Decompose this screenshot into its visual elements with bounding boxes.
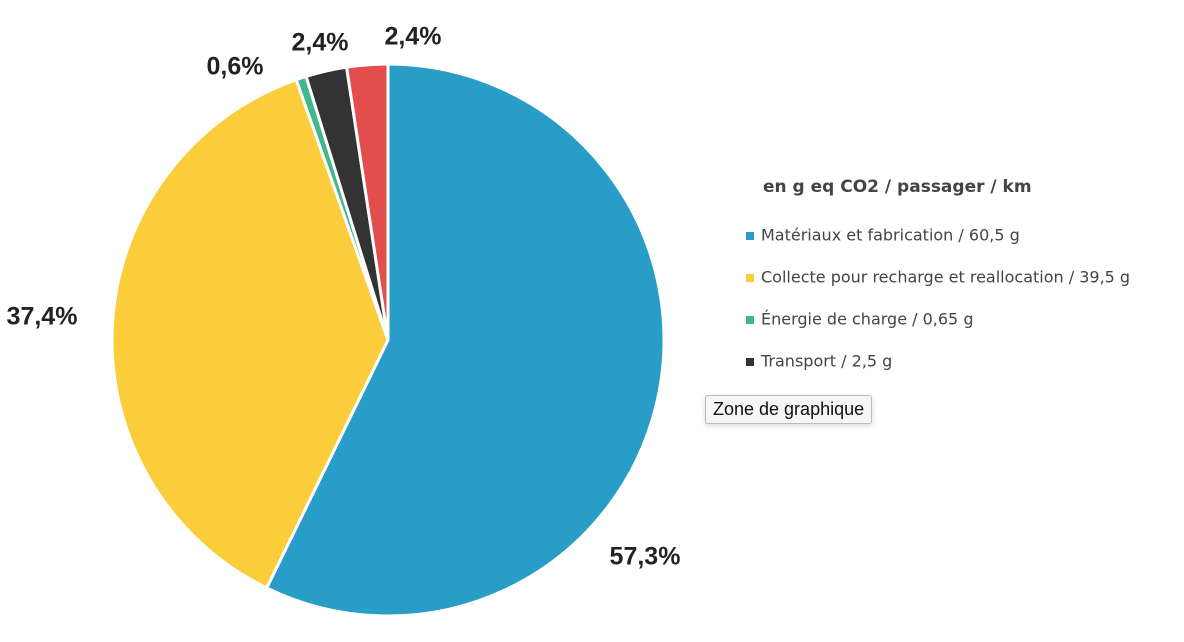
value-label: 0,6% (207, 53, 264, 81)
value-label: 37,4% (7, 303, 78, 331)
legend-label: Énergie de charge / 0,65 g (761, 310, 973, 329)
legend-label: Collecte pour recharge et reallocation /… (761, 268, 1130, 287)
legend-marker (746, 274, 754, 282)
value-label: 57,3% (610, 543, 681, 571)
legend-marker (746, 232, 754, 240)
legend-label: Transport / 2,5 g (760, 352, 892, 371)
pie-slice (264, 62, 666, 618)
value-label: 2,4% (292, 29, 349, 57)
legend-marker (746, 316, 754, 324)
legend-title: en g eq CO2 / passager / km (763, 177, 1032, 197)
tooltip: Zone de graphique (705, 395, 873, 424)
pie-slice (110, 77, 390, 590)
pie-slice (344, 62, 390, 341)
legend-label: Matériaux et fabrication / 60,5 g (761, 226, 1020, 245)
value-label: 2,4% (385, 23, 442, 51)
legend-marker (746, 358, 754, 366)
